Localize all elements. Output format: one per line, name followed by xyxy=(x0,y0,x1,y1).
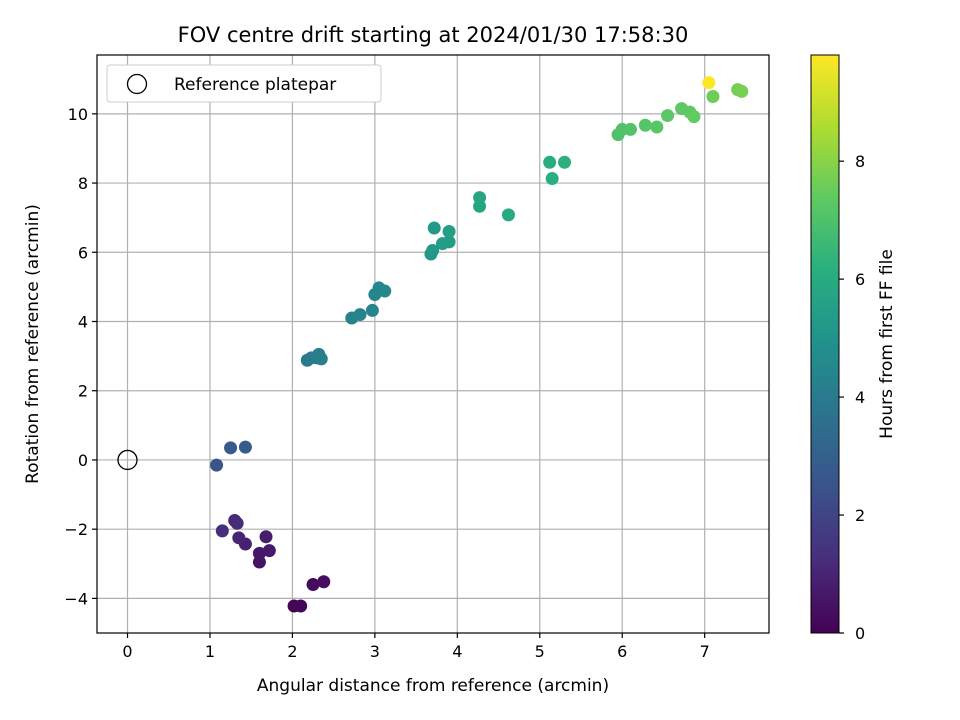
x-tick-label: 6 xyxy=(617,642,627,661)
data-point xyxy=(294,599,308,613)
data-point xyxy=(650,120,664,134)
x-tick-label: 7 xyxy=(700,642,710,661)
data-point xyxy=(687,110,701,124)
data-point xyxy=(262,544,276,558)
x-tick-label: 1 xyxy=(205,642,215,661)
x-tick-label: 4 xyxy=(452,642,462,661)
colorbar-tick-label: 6 xyxy=(855,270,865,289)
data-point xyxy=(232,531,246,545)
y-axis-label: Rotation from reference (arcmin) xyxy=(23,204,43,484)
x-tick-label: 5 xyxy=(535,642,545,661)
y-tick-label: 0 xyxy=(78,451,88,470)
colorbar-tick-label: 8 xyxy=(855,152,865,171)
y-tick-label: −4 xyxy=(64,589,88,608)
colorbar-tick-label: 4 xyxy=(855,388,865,407)
colorbar-tick-label: 2 xyxy=(855,506,865,525)
colorbar-ticks: 0 2 4 6 8 xyxy=(839,152,865,643)
colorbar-tick-label: 0 xyxy=(855,624,865,643)
x-tick-label: 2 xyxy=(287,642,297,661)
data-point xyxy=(442,235,456,249)
data-point xyxy=(442,225,456,239)
data-point xyxy=(706,90,720,104)
colorbar xyxy=(810,54,840,634)
x-axis-ticks: 0 1 2 3 4 5 6 7 xyxy=(122,633,710,661)
data-point xyxy=(353,308,367,322)
data-point xyxy=(473,199,487,213)
colorbar-label: Hours from first FF file xyxy=(877,249,897,439)
data-point xyxy=(661,109,675,123)
y-axis-ticks: −4 −2 0 2 4 6 8 10 xyxy=(64,105,97,608)
data-point xyxy=(378,284,392,298)
data-point xyxy=(215,524,229,538)
data-point xyxy=(501,208,515,222)
y-tick-label: 2 xyxy=(78,382,88,401)
data-point xyxy=(623,122,637,136)
data-point xyxy=(252,546,266,560)
data-point xyxy=(314,352,328,366)
legend-reference-marker xyxy=(126,73,148,95)
data-points xyxy=(210,76,749,613)
y-tick-label: 4 xyxy=(78,313,88,332)
data-point xyxy=(210,458,224,472)
data-point xyxy=(306,578,320,592)
x-tick-label: 3 xyxy=(370,642,380,661)
plot-frame xyxy=(96,54,770,634)
data-point xyxy=(427,221,441,235)
legend: Reference platepar xyxy=(106,64,382,103)
data-point xyxy=(638,118,652,132)
data-point xyxy=(426,244,440,258)
data-point xyxy=(545,172,559,186)
data-point xyxy=(224,441,238,455)
legend-box xyxy=(106,64,382,103)
data-point xyxy=(365,303,379,317)
reference-marker-group xyxy=(117,449,138,471)
y-tick-label: 6 xyxy=(78,243,88,262)
data-point xyxy=(317,575,331,589)
data-point xyxy=(238,440,252,454)
data-point xyxy=(230,516,244,530)
data-point xyxy=(735,84,749,98)
x-axis-label: Angular distance from reference (arcmin) xyxy=(257,676,609,696)
y-tick-label: −2 xyxy=(64,520,88,539)
x-tick-label: 0 xyxy=(122,642,132,661)
y-tick-label: 10 xyxy=(68,105,88,124)
data-point xyxy=(543,155,557,169)
y-tick-label: 8 xyxy=(78,174,88,193)
chart-title: FOV centre drift starting at 2024/01/30 … xyxy=(178,23,689,47)
data-point xyxy=(558,155,572,169)
reference-marker xyxy=(117,449,138,471)
legend-label: Reference platepar xyxy=(174,75,336,95)
data-point xyxy=(259,530,273,544)
data-point xyxy=(702,76,716,90)
